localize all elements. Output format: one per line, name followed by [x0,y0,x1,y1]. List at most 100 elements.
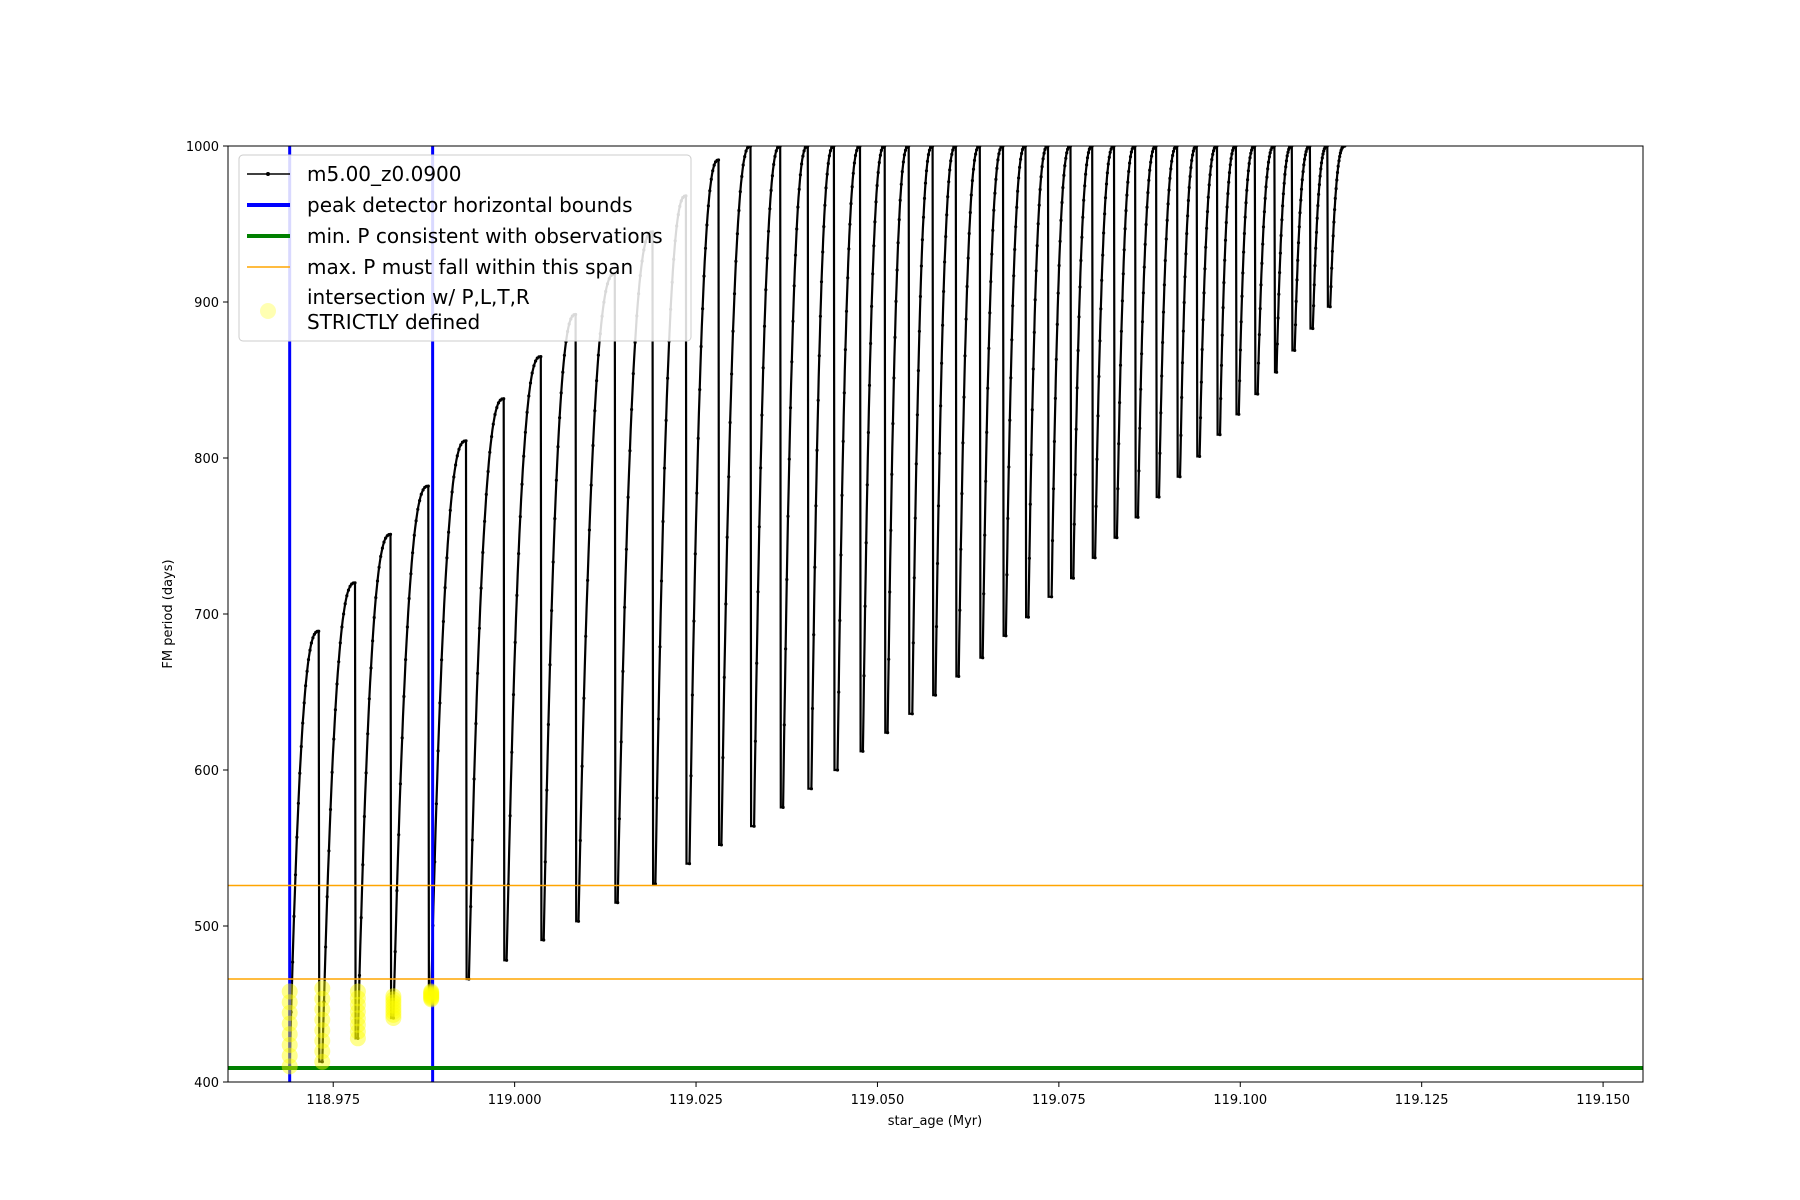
series-point [1296,241,1301,245]
series-point [1016,189,1020,193]
series-point [296,801,300,805]
series-point [1209,164,1213,168]
series-point [1314,246,1318,250]
series-point [922,196,927,200]
series-point [472,777,476,781]
intersection-point [385,988,402,1005]
series-point [327,849,331,853]
series-point [968,210,972,215]
intersection-point [314,980,331,997]
series-point [874,200,878,204]
series-point [1284,165,1288,169]
series-point [1097,374,1101,379]
series-point [1319,167,1323,171]
series-point [1219,363,1224,367]
series-point [1330,249,1334,253]
series-point [656,717,661,721]
y-axis-label: FM period (days) [161,559,176,668]
series-point [1186,198,1190,203]
series-point [840,493,844,497]
series-point [844,309,849,313]
series-point [1279,233,1283,238]
series-point [740,174,744,179]
intersection-point [385,1006,402,1023]
series-point [1321,152,1325,156]
series-point [576,919,581,923]
intersection-point [349,1016,366,1033]
series-point [795,227,799,231]
intersection-point [314,990,331,1007]
series-point [1141,291,1145,295]
series-point [292,914,296,919]
series-point [940,361,944,365]
series-point [1140,320,1145,324]
series-point [1329,285,1333,289]
series-point [559,391,563,395]
series-point [493,412,497,417]
series-point [1059,218,1063,222]
series-point [1297,225,1301,229]
intersection-point [349,983,366,1000]
series-point [311,636,315,640]
series-point [989,280,993,284]
series-point [761,366,765,370]
series-point [1162,283,1166,287]
series-point [1018,165,1022,169]
series-point [1020,151,1024,156]
series-point [969,193,973,197]
series-point [630,407,634,412]
series-point [1107,155,1111,159]
series-point [1145,205,1149,209]
series-point [306,658,311,662]
series-point [887,657,891,661]
series-point [824,186,828,190]
series-point [725,535,729,539]
series-point [1013,247,1017,252]
series-point [309,641,313,645]
series-point [1120,299,1124,303]
series-point [793,253,798,257]
series-point [737,208,741,213]
series-point [948,168,952,172]
series-point [958,608,962,612]
series-point [1035,244,1039,248]
series-point [1205,210,1210,214]
series-point [825,172,829,176]
legend-label-max-period-span: max. P must fall within this span [307,255,633,279]
series-point [817,354,821,358]
series-point [721,756,725,760]
series-point [1330,266,1334,270]
series-point [295,835,299,839]
series-point [1118,401,1122,405]
series-point [926,153,931,157]
series-point [586,578,590,583]
series-point [1079,258,1083,263]
series-point [356,1036,360,1040]
series-point [724,602,728,606]
series-point [515,593,519,598]
series-point [945,213,949,217]
series-point [447,530,451,534]
intersection-point [314,1011,331,1028]
intersection-point [385,997,402,1014]
series-point [474,722,478,726]
series-point [1031,367,1035,371]
series-point [491,422,495,426]
series-point [701,307,705,311]
series-point [1124,209,1128,213]
series-point [1117,442,1121,446]
series-point [1119,329,1123,333]
series-point [895,268,899,272]
series-point [551,560,555,564]
series-point [546,722,551,727]
series-point [1191,153,1195,157]
series-point [1127,169,1131,174]
series-point [993,191,997,195]
intersection-point [314,1022,331,1039]
series-point [511,693,516,697]
series-point [861,749,865,753]
series-point [815,448,819,452]
series-point [1078,285,1082,289]
series-point [1005,573,1009,577]
series-point [703,246,708,250]
